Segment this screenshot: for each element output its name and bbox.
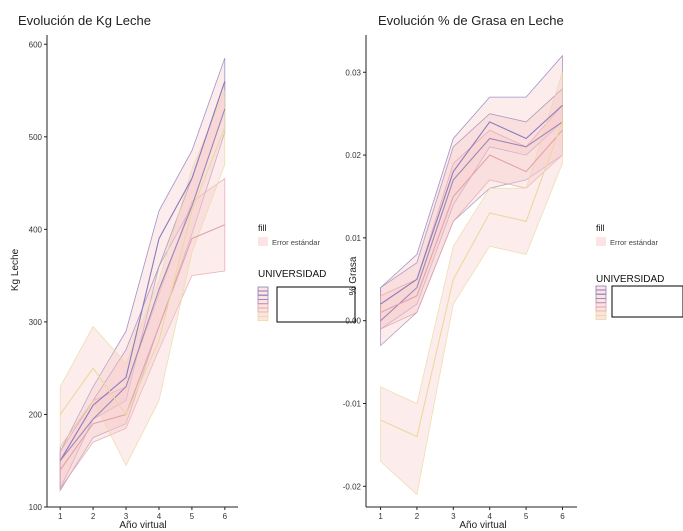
error-band-4 bbox=[380, 72, 563, 496]
legend-right-fill-label: Error estándar bbox=[610, 238, 658, 247]
x-tick-label: 4 bbox=[487, 512, 492, 521]
chart-right-error-bands bbox=[380, 54, 563, 496]
y-tick-label: 400 bbox=[29, 225, 43, 234]
legend-right-group-title: UNIVERSIDAD bbox=[596, 274, 664, 285]
y-tick-label: -0.01 bbox=[343, 399, 362, 408]
x-tick-label: 2 bbox=[91, 512, 96, 521]
chart-left-y-label: Kg Leche bbox=[10, 248, 21, 291]
chart-right-x-ticks: 1 2 3 4 5 6 bbox=[378, 507, 565, 521]
series-line-2 bbox=[59, 108, 226, 462]
series-line-1 bbox=[59, 81, 226, 461]
x-tick-label: 2 bbox=[415, 512, 420, 521]
legend-right-keys bbox=[595, 285, 607, 320]
chart-left-series-lines bbox=[59, 81, 226, 471]
chart-left-x-label: Año virtual bbox=[119, 520, 166, 531]
y-tick-label: 500 bbox=[29, 133, 43, 142]
y-tick-label: 0.02 bbox=[345, 151, 361, 160]
legend-left: fill Error estándar UNIVERSIDAD bbox=[257, 223, 356, 323]
x-tick-label: 4 bbox=[157, 512, 162, 521]
chart-right-series-lines bbox=[380, 104, 563, 438]
chart-left-y-ticks: 100 200 300 400 500 600 bbox=[29, 40, 47, 512]
y-tick-label: 200 bbox=[29, 410, 43, 419]
chart-right: Evolución % de Grasa en Leche -0.02 -0.01… bbox=[343, 13, 577, 531]
legend-right-redaction-box bbox=[611, 285, 683, 318]
legend-right-fill-title: fill bbox=[596, 223, 605, 233]
y-tick-label: 300 bbox=[29, 318, 43, 327]
x-tick-label: 6 bbox=[223, 512, 228, 521]
chart-left-x-ticks: 1 2 3 4 5 6 bbox=[58, 507, 228, 521]
y-tick-label: 600 bbox=[29, 40, 43, 49]
error-band-4 bbox=[59, 90, 226, 467]
chart-right-y-ticks: -0.02 -0.01 0.00 0.01 0.02 0.03 bbox=[343, 68, 366, 491]
x-tick-label: 3 bbox=[124, 512, 129, 521]
series-line-4 bbox=[380, 121, 563, 438]
series-line-3 bbox=[59, 224, 226, 471]
x-tick-label: 6 bbox=[560, 512, 565, 521]
x-tick-label: 5 bbox=[524, 512, 529, 521]
y-tick-label: 0.00 bbox=[345, 317, 361, 326]
legend-right-fill-key bbox=[596, 237, 606, 246]
chart-left: Evolución de Kg Leche 100 200 300 400 500 600… bbox=[10, 13, 238, 531]
legend-left-fill-label: Error estándar bbox=[272, 238, 320, 247]
series-line-4 bbox=[59, 127, 226, 416]
chart-right-title: Evolución % de Grasa en Leche bbox=[378, 13, 564, 28]
y-tick-label: 0.01 bbox=[345, 234, 361, 243]
legend-left-keys bbox=[257, 286, 269, 321]
chart-left-error-bands bbox=[59, 57, 226, 492]
series-line-2 bbox=[380, 121, 563, 322]
series-line-3 bbox=[380, 129, 563, 313]
legend-left-fill-key bbox=[258, 237, 268, 246]
x-tick-label: 3 bbox=[451, 512, 456, 521]
x-tick-label: 1 bbox=[58, 512, 63, 521]
y-tick-label: -0.02 bbox=[343, 482, 362, 491]
x-tick-label: 1 bbox=[378, 512, 383, 521]
legend-left-group-title: UNIVERSIDAD bbox=[258, 269, 326, 280]
x-tick-label: 5 bbox=[190, 512, 195, 521]
series-line-1 bbox=[380, 104, 563, 305]
legend-left-fill-title: fill bbox=[258, 223, 267, 233]
y-tick-label: 0.03 bbox=[345, 68, 361, 77]
chart-left-title: Evolución de Kg Leche bbox=[18, 13, 151, 28]
legend-right: fill Error estándar UNIVERSIDAD bbox=[595, 223, 683, 320]
y-tick-label: 100 bbox=[29, 503, 43, 512]
chart-right-x-label: Año virtual bbox=[459, 520, 506, 531]
legend-left-redaction-box bbox=[276, 286, 356, 323]
chart-right-y-label: % Grasa bbox=[348, 256, 359, 295]
